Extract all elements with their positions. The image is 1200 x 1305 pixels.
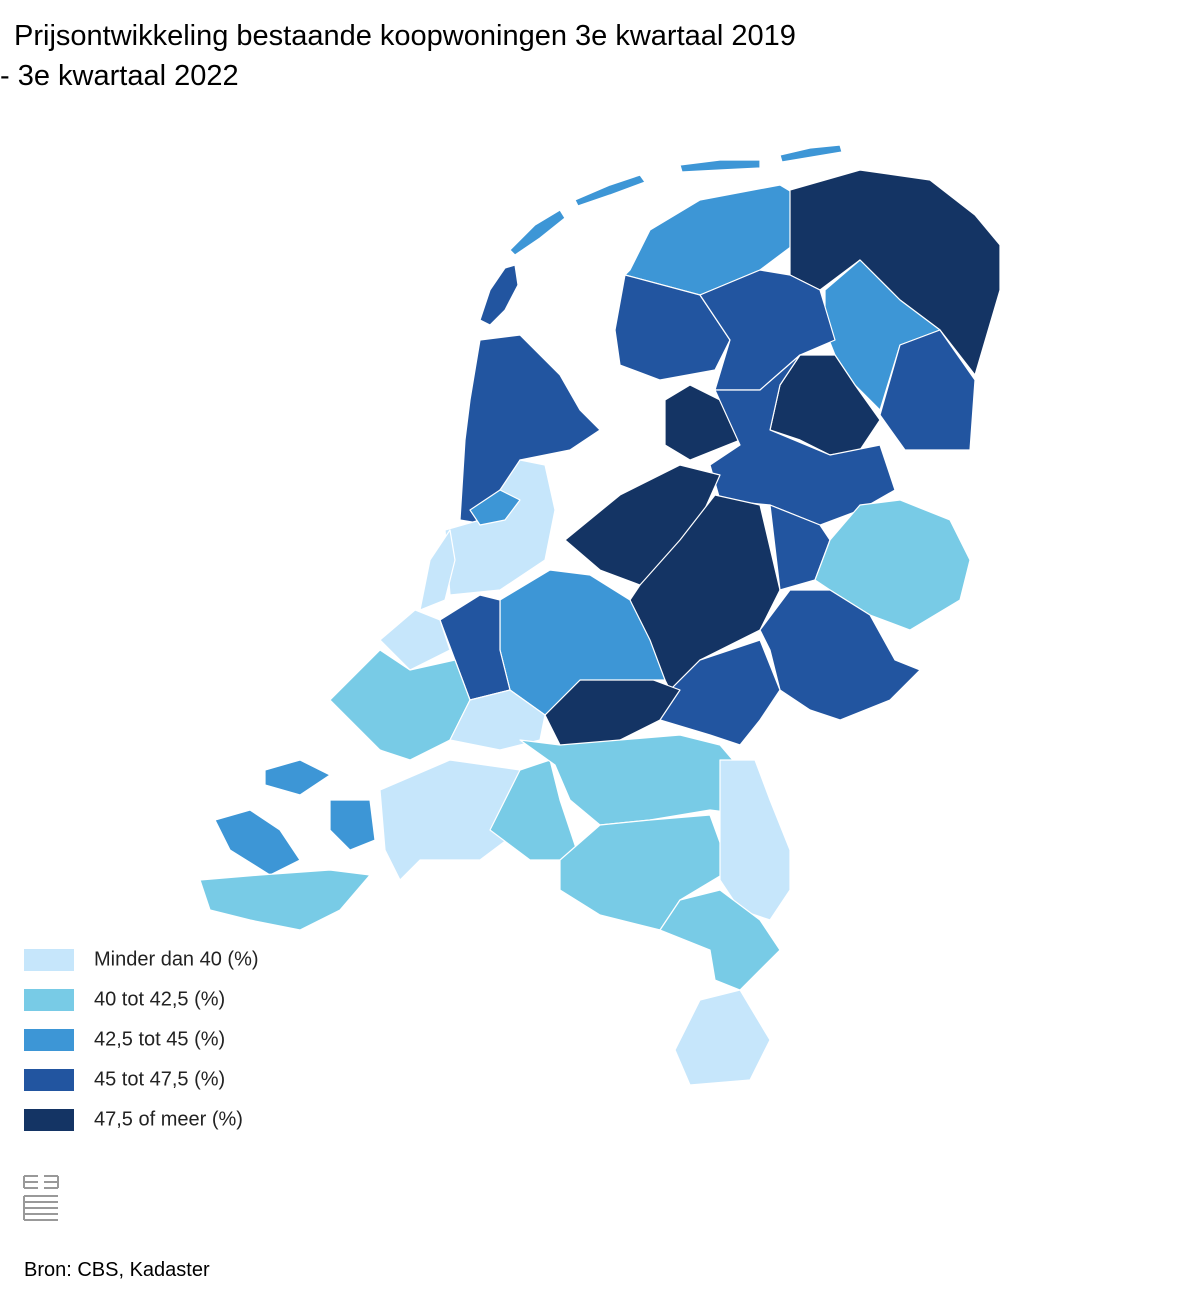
region xyxy=(489,759,581,861)
legend-swatch xyxy=(24,989,74,1011)
legend-label: 47,5 of meer (%) xyxy=(94,1108,243,1130)
region xyxy=(509,209,566,256)
region xyxy=(329,649,471,761)
region xyxy=(329,799,376,851)
legend: Minder dan 40 (%) 40 tot 42,5 (%) 42,5 tot… xyxy=(24,948,259,1131)
legend-label: 42,5 tot 45 (%) xyxy=(94,1028,225,1050)
region xyxy=(719,759,791,921)
legend-swatch xyxy=(24,949,74,971)
region xyxy=(759,589,921,721)
legend-swatch xyxy=(24,1069,74,1091)
region xyxy=(469,489,521,526)
region xyxy=(574,174,646,207)
region xyxy=(379,609,451,671)
region xyxy=(214,809,301,876)
region xyxy=(659,639,781,746)
legend-label: 45 tot 47,5 (%) xyxy=(94,1068,225,1090)
region xyxy=(264,759,331,796)
region xyxy=(419,529,456,611)
region xyxy=(674,989,771,1086)
legend-swatch xyxy=(24,1029,74,1051)
region xyxy=(559,814,731,931)
title-line: - 3e kwartaal 2022 xyxy=(0,60,239,92)
regions xyxy=(199,144,1001,1086)
region xyxy=(444,459,556,596)
region xyxy=(199,869,371,931)
region xyxy=(879,329,976,451)
region xyxy=(779,144,843,163)
legend-label: 40 tot 42,5 (%) xyxy=(94,988,225,1010)
region xyxy=(479,264,519,326)
region xyxy=(459,334,601,526)
region xyxy=(379,759,521,881)
cbs-logo xyxy=(23,1175,59,1221)
source: Bron: CBS, Kadaster xyxy=(24,1259,210,1281)
legend-swatch xyxy=(24,1109,74,1131)
title-line: Prijsontwikkeling bestaande koopwoningen… xyxy=(14,20,796,52)
region xyxy=(449,689,546,751)
region xyxy=(814,499,971,631)
region xyxy=(679,159,761,173)
legend-label: Minder dan 40 (%) xyxy=(94,948,259,970)
region xyxy=(659,889,781,991)
region xyxy=(699,269,836,391)
